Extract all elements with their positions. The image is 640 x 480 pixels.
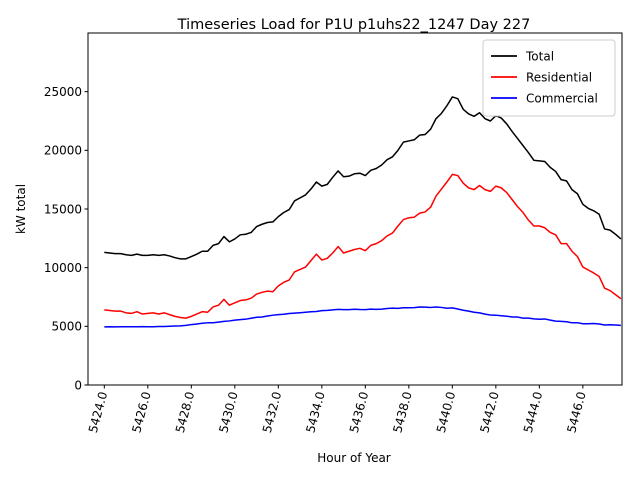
y-tick-label: 5000 — [51, 320, 82, 334]
y-tick-label: 20000 — [44, 144, 82, 158]
x-tick-label: 5434.0 — [303, 390, 327, 434]
y-axis: 0 5000 10000 15000 20000 25000 — [44, 85, 88, 392]
x-tick-label: 5442.0 — [477, 390, 501, 434]
y-axis-label: kW total — [14, 184, 28, 234]
x-axis: 5424.0 5426.0 5428.0 5430.0 5432.0 5434.0 5436… — [86, 385, 589, 434]
series-layer — [104, 96, 622, 328]
x-tick-label: 5426.0 — [129, 390, 153, 434]
legend-box — [482, 39, 616, 117]
x-tick-label: 5438.0 — [390, 390, 414, 434]
x-tick-label: 5432.0 — [260, 390, 284, 434]
x-tick-label: 5430.0 — [216, 390, 240, 434]
y-tick-label: 15000 — [44, 202, 82, 216]
chart-title: Timeseries Load for P1U p1uhs22_1247 Day… — [177, 17, 531, 33]
x-tick-label: 5424.0 — [86, 390, 110, 434]
x-tick-label: 5444.0 — [521, 390, 545, 434]
legend-label-commercial: Commercial — [526, 91, 598, 105]
series-line-commercial — [104, 306, 621, 328]
y-tick-label: 25000 — [44, 85, 82, 99]
y-tick-label: 0 — [74, 378, 82, 392]
x-tick-label: 5446.0 — [564, 390, 588, 434]
series-line-total — [104, 96, 622, 260]
series-line-residential — [104, 173, 622, 319]
x-tick-label: 5436.0 — [347, 390, 371, 434]
legend: Total Residential Commercial — [482, 39, 616, 117]
legend-label-residential: Residential — [526, 70, 592, 84]
x-tick-label: 5440.0 — [434, 390, 458, 434]
x-axis-label: Hour of Year — [317, 451, 391, 465]
y-tick-label: 10000 — [44, 261, 82, 275]
x-tick-label: 5428.0 — [173, 390, 197, 434]
legend-label-total: Total — [525, 49, 554, 63]
